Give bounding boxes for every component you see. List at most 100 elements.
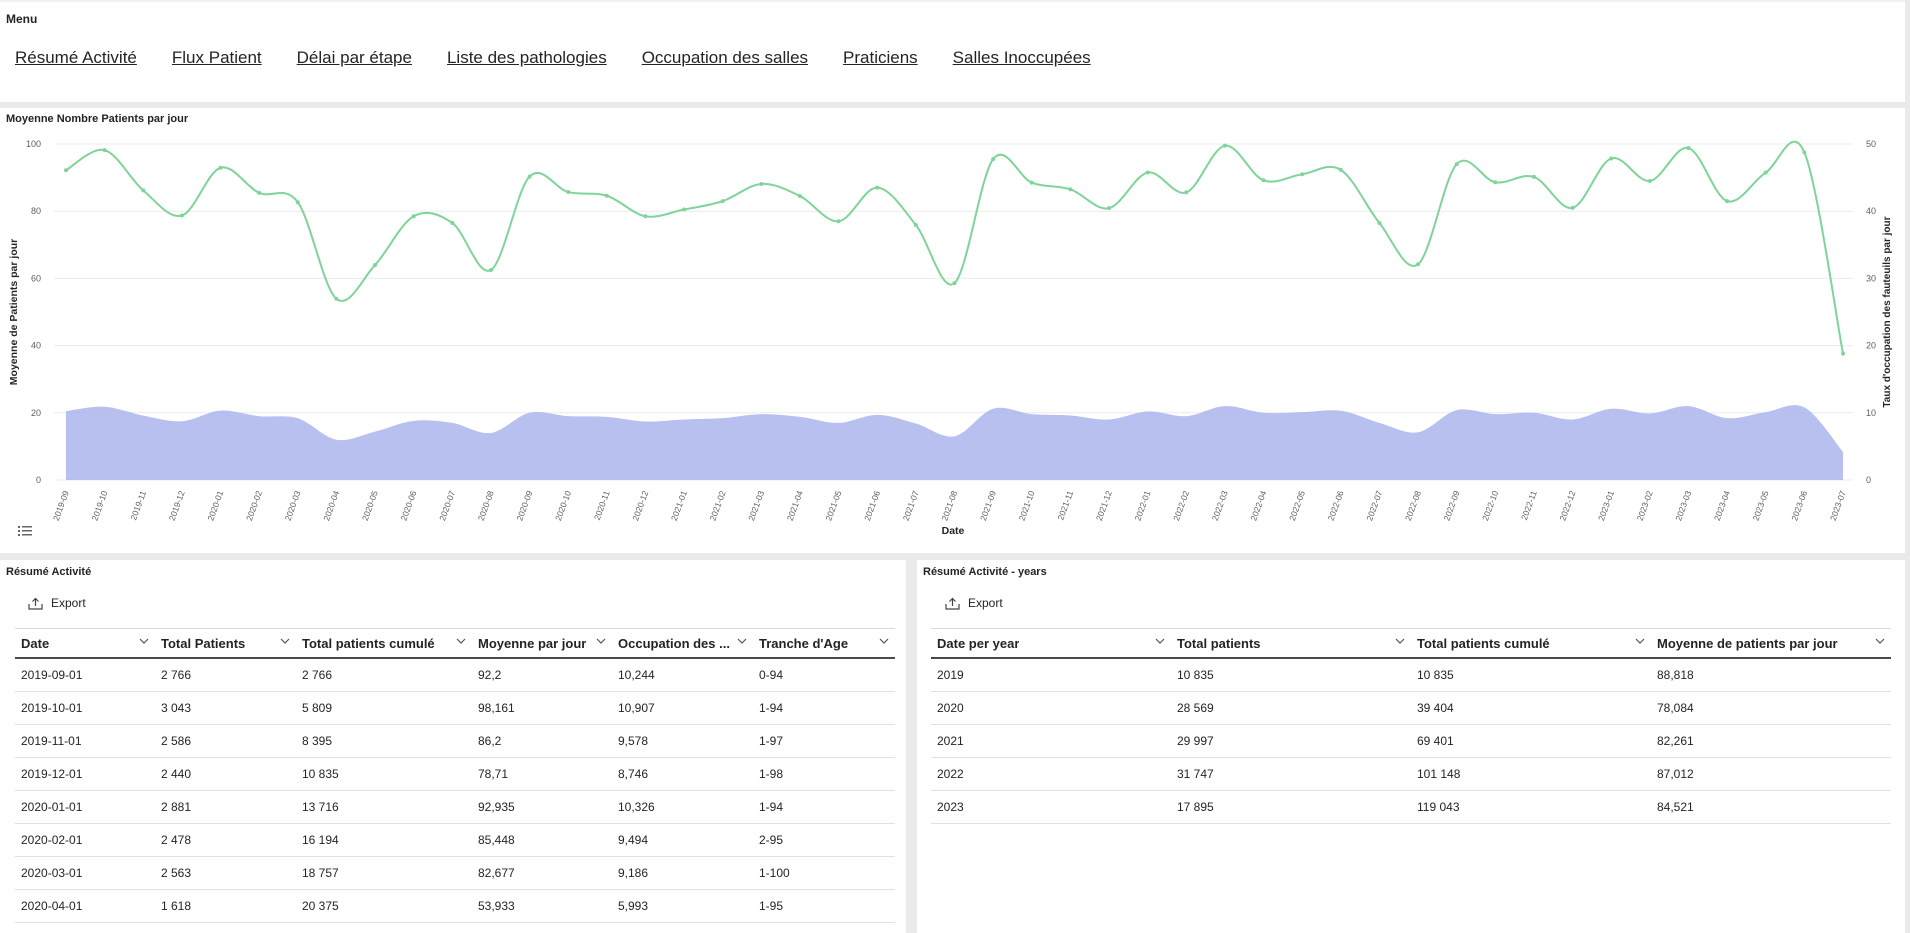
line-point — [1145, 170, 1150, 175]
table1-column-header[interactable]: Date — [15, 628, 155, 659]
y-tick-label: 40 — [31, 341, 41, 351]
line-point — [141, 188, 146, 193]
table1-column-header[interactable]: Occupation des ... — [612, 628, 753, 659]
nav-link-salles-inoccupees[interactable]: Salles Inoccupées — [952, 48, 1091, 67]
line-point — [682, 207, 687, 212]
x-tick-label: 2020-12 — [630, 489, 650, 522]
table2-cell: 28 569 — [1171, 691, 1411, 725]
line-point — [1107, 206, 1112, 211]
line-point — [1841, 351, 1845, 356]
chevron-down-icon[interactable] — [139, 638, 149, 644]
table1: Date Total Patients Total patients cumulé M… — [15, 628, 895, 923]
table2-cell: 119 043 — [1411, 790, 1651, 824]
table1-row[interactable]: 2020-02-01 2 478 16 194 85,448 9,494 2-95 — [15, 823, 895, 857]
nav-link-flux-patient[interactable]: Flux Patient — [171, 48, 262, 67]
table1-row[interactable]: 2019-11-01 2 586 8 395 86,2 9,578 1-97 — [15, 724, 895, 758]
table1-column-header[interactable]: Total Patients — [155, 628, 296, 659]
table1-cell: 9,494 — [612, 823, 753, 857]
chart-legend-menu-icon[interactable] — [18, 525, 32, 537]
table1-column-header[interactable]: Tranche d'Age — [753, 628, 895, 659]
chevron-down-icon[interactable] — [280, 638, 290, 644]
export-icon — [945, 597, 960, 610]
table1-column-header-label: Total patients cumulé — [302, 636, 435, 652]
table2-header-row: Date per year Total patients Total patient… — [931, 628, 1891, 659]
y-tick-label: 20 — [31, 408, 41, 418]
table1-row[interactable]: 2020-03-01 2 563 18 757 82,677 9,186 1-100 — [15, 856, 895, 890]
line-point — [1338, 167, 1343, 172]
nav-link-resume-activite[interactable]: Résumé Activité — [15, 48, 137, 67]
table2-row[interactable]: 2023 17 895 119 043 84,521 — [931, 790, 1891, 824]
x-tick-label: 2020-08 — [476, 489, 496, 522]
table2-cell: 87,012 — [1651, 757, 1891, 791]
table2-export-button[interactable]: Export — [945, 596, 1003, 610]
table2-column-header[interactable]: Date per year — [931, 628, 1171, 659]
chevron-down-icon[interactable] — [596, 638, 606, 644]
table2-row[interactable]: 2021 29 997 69 401 82,261 — [931, 724, 1891, 758]
nav-link-liste-pathologies[interactable]: Liste des pathologies — [446, 48, 607, 67]
table2-cell: 82,261 — [1651, 724, 1891, 758]
y-tick-label: 0 — [36, 475, 41, 485]
table1-column-header-label: Tranche d'Age — [759, 636, 849, 652]
x-tick-label: 2021-11 — [1055, 489, 1075, 521]
line-point — [991, 157, 996, 162]
chevron-down-icon[interactable] — [1155, 638, 1165, 644]
x-tick-label: 2021-05 — [823, 489, 843, 522]
table1-row[interactable]: 2019-09-01 2 766 2 766 92,2 10,244 0-94 — [15, 658, 895, 692]
y2-tick-label: 0 — [1866, 475, 1871, 485]
table1-card: Résumé Activité Export Date Total Patient… — [0, 560, 906, 933]
chevron-down-icon[interactable] — [737, 638, 747, 644]
table1-column-header[interactable]: Moyenne par jour — [472, 628, 612, 659]
table1-cell: 3 043 — [155, 691, 296, 725]
table2-column-header[interactable]: Moyenne de patients par jour — [1651, 628, 1891, 659]
line-point — [295, 200, 300, 205]
chevron-down-icon[interactable] — [1395, 638, 1405, 644]
table1-cell: 85,448 — [472, 823, 612, 857]
table1-cell: 1-94 — [753, 790, 895, 824]
line-point — [1068, 187, 1073, 192]
table1-cell: 2 586 — [155, 724, 296, 758]
table2-export-label: Export — [968, 596, 1003, 610]
table1-cell: 2 563 — [155, 856, 296, 890]
table2-row[interactable]: 2020 28 569 39 404 78,084 — [931, 691, 1891, 725]
table2-column-header[interactable]: Total patients — [1171, 628, 1411, 659]
table1-export-button[interactable]: Export — [28, 596, 86, 610]
menu-title: Menu — [6, 12, 38, 26]
chevron-down-icon[interactable] — [879, 638, 889, 644]
table2-title: Résumé Activité - years — [923, 566, 1047, 578]
table2-cell: 10 835 — [1411, 658, 1651, 692]
nav-link-praticiens[interactable]: Praticiens — [843, 48, 918, 67]
table1-cell: 18 757 — [296, 856, 472, 890]
x-tick-label: 2021-01 — [669, 489, 689, 522]
table1-row[interactable]: 2020-04-01 1 618 20 375 53,933 5,993 1-95 — [15, 889, 895, 923]
chevron-down-icon[interactable] — [1635, 638, 1645, 644]
x-tick-label: 2021-07 — [901, 489, 921, 522]
table1-column-header[interactable]: Total patients cumulé — [296, 628, 472, 659]
x-tick-label: 2020-10 — [553, 489, 573, 522]
line-point — [257, 190, 262, 195]
nav-link-occupation-salles[interactable]: Occupation des salles — [641, 48, 809, 67]
table2-row[interactable]: 2022 31 747 101 148 87,012 — [931, 757, 1891, 791]
x-tick-label: 2019-11 — [128, 489, 148, 521]
table1-column-header-label: Total Patients — [161, 636, 246, 652]
line-point — [1802, 150, 1807, 155]
table1-row[interactable]: 2019-10-01 3 043 5 809 98,161 10,907 1-94 — [15, 691, 895, 725]
table1-cell: 2-95 — [753, 823, 895, 857]
table1-cell: 2 478 — [155, 823, 296, 857]
chevron-down-icon[interactable] — [1875, 638, 1885, 644]
table1-row[interactable]: 2019-12-01 2 440 10 835 78,71 8,746 1-98 — [15, 757, 895, 791]
nav-link-delai-par-etape[interactable]: Délai par étape — [296, 48, 412, 67]
table1-row[interactable]: 2020-01-01 2 881 13 716 92,935 10,326 1-94 — [15, 790, 895, 824]
table2-cell: 29 997 — [1171, 724, 1411, 758]
line-point — [759, 181, 764, 186]
table1-title: Résumé Activité — [6, 566, 92, 578]
table1-cell: 10,244 — [612, 658, 753, 692]
table2-row[interactable]: 2019 10 835 10 835 88,818 — [931, 658, 1891, 692]
chart-title: Moyenne Nombre Patients par jour — [6, 113, 189, 125]
table2-column-header[interactable]: Total patients cumulé — [1411, 628, 1651, 659]
x-tick-label: 2023-05 — [1751, 489, 1771, 522]
line-point — [450, 220, 455, 225]
chevron-down-icon[interactable] — [456, 638, 466, 644]
x-tick-label: 2022-02 — [1171, 489, 1191, 522]
table2-cell: 88,818 — [1651, 658, 1891, 692]
line-point — [1531, 174, 1536, 179]
